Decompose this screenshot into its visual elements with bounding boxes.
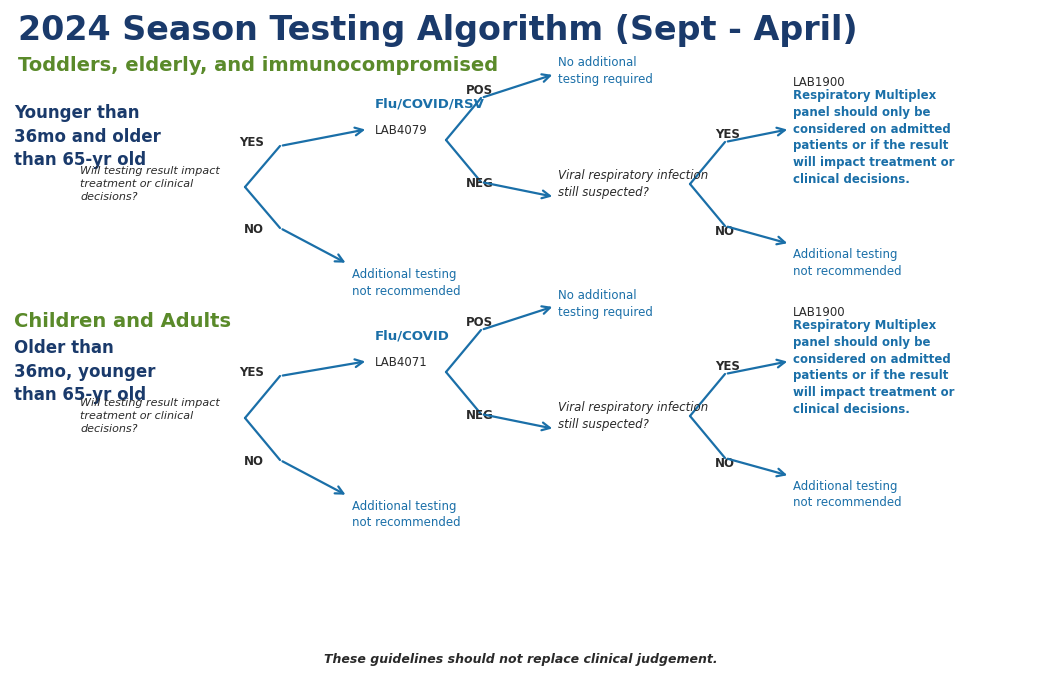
Text: Will testing result impact
treatment or clinical
decisions?: Will testing result impact treatment or … xyxy=(80,166,220,202)
Text: Viral respiratory infection
still suspected?: Viral respiratory infection still suspec… xyxy=(559,169,709,198)
Text: Younger than
36mo and older
than 65-yr old: Younger than 36mo and older than 65-yr o… xyxy=(14,104,160,169)
Text: LAB4071: LAB4071 xyxy=(375,356,428,369)
Text: Older than
36mo, younger
than 65-yr old: Older than 36mo, younger than 65-yr old xyxy=(14,339,155,404)
Text: LAB1900: LAB1900 xyxy=(793,306,846,319)
Text: NEG: NEG xyxy=(466,177,494,190)
Text: LAB4079: LAB4079 xyxy=(375,124,428,137)
Text: LAB1900: LAB1900 xyxy=(793,76,846,89)
Text: POS: POS xyxy=(466,316,493,329)
Text: Additional testing
not recommended: Additional testing not recommended xyxy=(352,500,461,530)
Text: Additional testing
not recommended: Additional testing not recommended xyxy=(352,268,461,298)
Text: NO: NO xyxy=(715,225,735,238)
Text: No additional
testing required: No additional testing required xyxy=(559,56,653,85)
Text: Will testing result impact
treatment or clinical
decisions?: Will testing result impact treatment or … xyxy=(80,398,220,434)
Text: Additional testing
not recommended: Additional testing not recommended xyxy=(793,248,901,278)
Text: YES: YES xyxy=(239,136,264,149)
Text: Respiratory Multiplex
panel should only be
considered on admitted
patients or if: Respiratory Multiplex panel should only … xyxy=(793,319,954,416)
Text: No additional
testing required: No additional testing required xyxy=(559,289,653,319)
Text: 2024 Season Testing Algorithm (Sept - April): 2024 Season Testing Algorithm (Sept - Ap… xyxy=(18,14,858,47)
Text: These guidelines should not replace clinical judgement.: These guidelines should not replace clin… xyxy=(324,653,718,666)
Text: YES: YES xyxy=(715,360,740,373)
Text: Flu/COVID/RSV: Flu/COVID/RSV xyxy=(375,97,485,110)
Text: Respiratory Multiplex
panel should only be
considered on admitted
patients or if: Respiratory Multiplex panel should only … xyxy=(793,89,954,186)
Text: POS: POS xyxy=(466,84,493,97)
Text: YES: YES xyxy=(715,128,740,141)
Text: NO: NO xyxy=(715,457,735,470)
Text: Additional testing
not recommended: Additional testing not recommended xyxy=(793,480,901,509)
Text: NEG: NEG xyxy=(466,409,494,422)
Text: Toddlers, elderly, and immunocompromised: Toddlers, elderly, and immunocompromised xyxy=(18,56,498,75)
Text: Viral respiratory infection
still suspected?: Viral respiratory infection still suspec… xyxy=(559,401,709,431)
Text: YES: YES xyxy=(239,366,264,379)
Text: NO: NO xyxy=(244,223,264,236)
Text: NO: NO xyxy=(244,455,264,468)
Text: Flu/COVID: Flu/COVID xyxy=(375,329,450,342)
Text: Children and Adults: Children and Adults xyxy=(14,312,231,331)
